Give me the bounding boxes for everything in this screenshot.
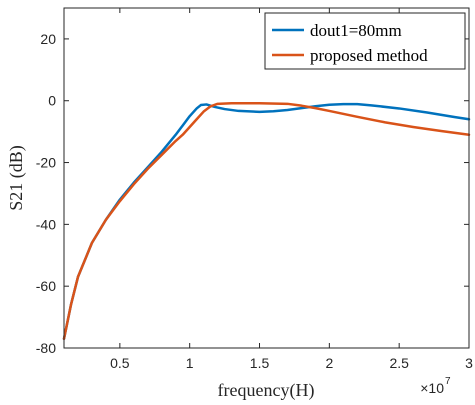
x-exponent-base: ×10: [420, 380, 444, 396]
y-tick-label: -60: [36, 278, 56, 294]
legend: dout1=80mm proposed method: [264, 12, 466, 70]
x-tick-label: 1: [186, 355, 194, 371]
x-tick-label: 2.5: [389, 355, 409, 371]
x-axis-ticks: 0.5 1 1.5 2 2.5 3: [110, 8, 473, 371]
x-axis-label: frequency(H): [218, 380, 315, 401]
y-axis-label: S21 (dB): [6, 145, 27, 211]
series-layer: [62, 101, 471, 340]
y-tick-label: 20: [40, 31, 56, 47]
y-tick-label: -20: [36, 155, 56, 171]
x-tick-label: 2: [325, 355, 333, 371]
legend-label-proposed-method: proposed method: [310, 46, 428, 65]
legend-box: [264, 12, 466, 70]
x-axis-exponent: ×10 7: [420, 376, 451, 396]
x-tick-label: 1.5: [250, 355, 270, 371]
x-tick-label: 3: [465, 355, 473, 371]
y-tick-label: 0: [48, 93, 56, 109]
x-tick-label: 0.5: [110, 355, 130, 371]
y-axis-ticks: -80 -60 -40 -20 0 20: [36, 31, 469, 356]
series-line-proposed-method: [62, 101, 471, 340]
legend-label-dout1: dout1=80mm: [310, 21, 402, 40]
x-exponent-power: 7: [445, 376, 451, 387]
y-tick-label: -40: [36, 216, 56, 232]
y-tick-label: -80: [36, 340, 56, 356]
plot-frame: [63, 7, 470, 349]
